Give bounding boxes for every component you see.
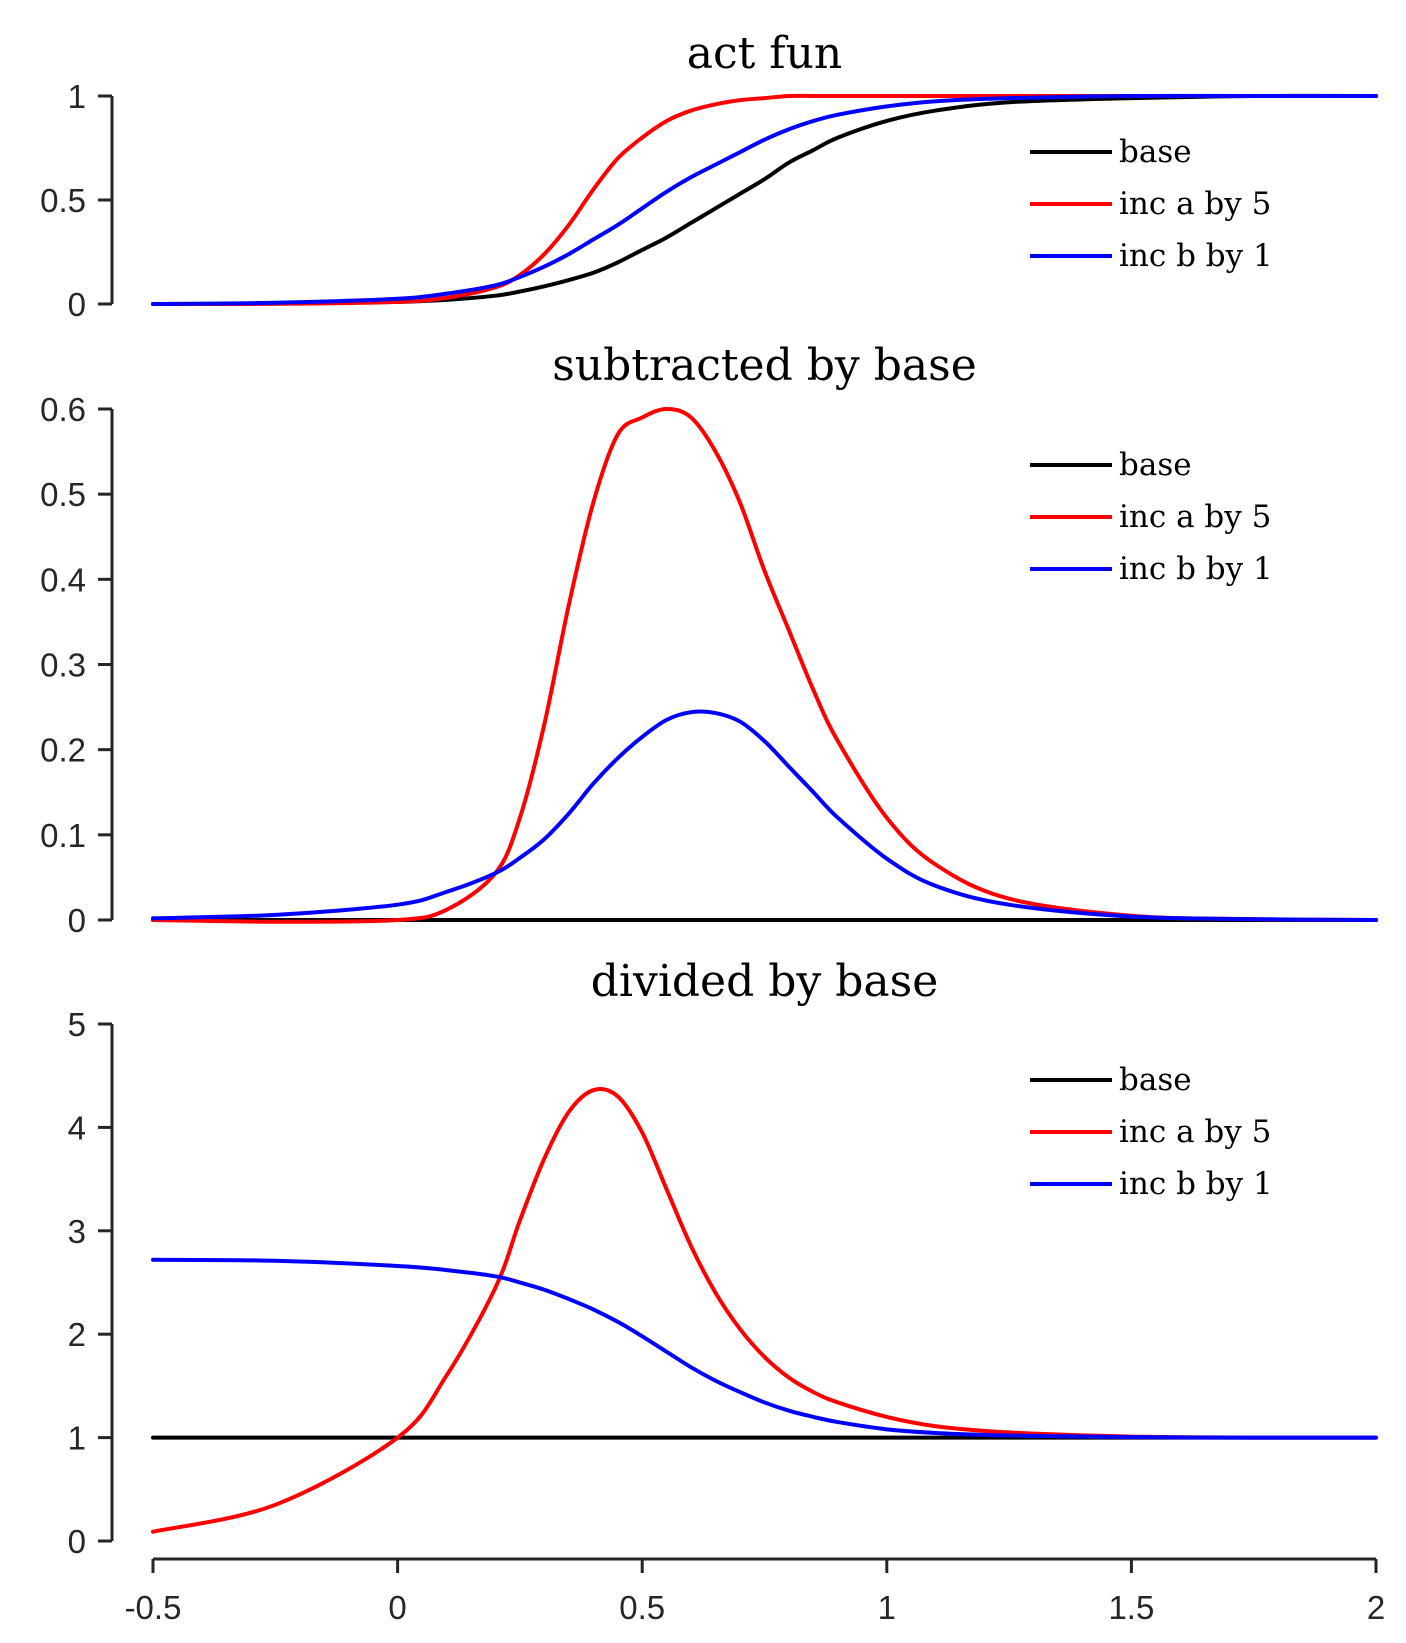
legend-label: base: [1119, 447, 1192, 483]
y-tick-label: 0.3: [40, 647, 86, 684]
legend-label: inc a by 5: [1119, 499, 1271, 535]
legend: base inc a by 5 inc b by 1: [1030, 447, 1273, 587]
legend-label: inc a by 5: [1119, 1114, 1271, 1150]
chart-title: divided by base: [591, 956, 939, 1007]
x-tick-label: 0: [388, 1589, 406, 1626]
series-line-inc-a-by-5: [151, 93, 1378, 307]
legend: base inc a by 5 inc b by 1: [1030, 1062, 1273, 1202]
series-line-inc-b-by-1: [151, 93, 1378, 306]
y-tick-label: 0.6: [40, 391, 86, 428]
chart-title: subtracted by base: [552, 340, 977, 391]
y-tick-label: 1: [68, 78, 86, 115]
y-tick-label: 0.5: [40, 476, 86, 513]
series-line-inc-a-by-5: [151, 1087, 1378, 1534]
legend-label: base: [1119, 134, 1192, 170]
y-tick-label: 0.2: [40, 732, 86, 769]
y-tick-label: 2: [68, 1316, 86, 1353]
y-tick-label: 5: [68, 1006, 86, 1043]
legend-label: inc b by 1: [1119, 551, 1273, 587]
y-tick-label: 4: [68, 1109, 86, 1146]
legend-label: inc a by 5: [1119, 186, 1271, 222]
legend-label: inc b by 1: [1119, 238, 1273, 274]
series-line-inc-a-by-5: [151, 407, 1378, 924]
series-line-inc-b-by-1: [151, 709, 1378, 922]
chart-panel-2: subtracted by base 0 0.1 0.2 0.3 0.4 0.5 0.6 bas…: [40, 340, 1378, 939]
x-tick-label: 1.5: [1108, 1589, 1154, 1626]
y-tick-label: 1: [68, 1420, 86, 1457]
x-tick-label: 1: [878, 1589, 896, 1626]
y-tick-label: 0.4: [40, 561, 86, 598]
chart-title: act fun: [687, 28, 843, 79]
y-tick-label: 0: [68, 902, 86, 939]
chart-panel-3: divided by base 0 1 2 3 4 5 -0.5 0 0.5 1 1.5 2 base in…: [68, 956, 1386, 1626]
y-tick-label: 0: [68, 286, 86, 323]
series-line-inc-b-by-1: [151, 1257, 1378, 1440]
legend-label: base: [1119, 1062, 1192, 1098]
legend: base inc a by 5 inc b by 1: [1030, 134, 1273, 274]
y-tick-label: 0.1: [40, 817, 86, 854]
chart-panel-1: act fun 0 0.5 1 base inc a by 5 inc b by 1: [40, 28, 1378, 323]
x-tick-label: 2: [1367, 1589, 1385, 1626]
legend-label: inc b by 1: [1119, 1166, 1273, 1202]
x-tick-label: -0.5: [125, 1589, 182, 1626]
x-tick-label: 0.5: [619, 1589, 665, 1626]
y-tick-label: 0: [68, 1523, 86, 1560]
y-tick-label: 3: [68, 1213, 86, 1250]
y-tick-label: 0.5: [40, 182, 86, 219]
series-line-base: [151, 93, 1378, 306]
